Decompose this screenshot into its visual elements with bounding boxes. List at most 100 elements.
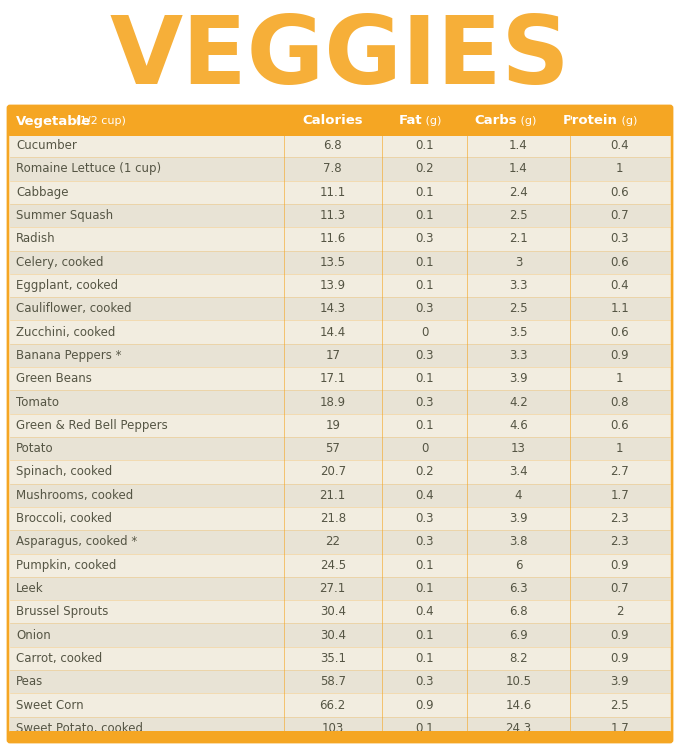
Text: 0.1: 0.1 xyxy=(415,419,434,432)
Text: 0.4: 0.4 xyxy=(415,489,434,502)
Text: 24.3: 24.3 xyxy=(505,722,532,735)
Text: 0.1: 0.1 xyxy=(415,256,434,268)
Text: (1/2 cup): (1/2 cup) xyxy=(72,116,126,126)
Text: 1.7: 1.7 xyxy=(611,722,629,735)
Text: Cauliflower, cooked: Cauliflower, cooked xyxy=(16,302,132,315)
Text: Eggplant, cooked: Eggplant, cooked xyxy=(16,279,118,292)
Text: 3.9: 3.9 xyxy=(509,512,528,525)
Text: 13.5: 13.5 xyxy=(320,256,345,268)
Text: 0.9: 0.9 xyxy=(611,559,629,572)
Text: 0.1: 0.1 xyxy=(415,279,434,292)
Text: 0.1: 0.1 xyxy=(415,582,434,595)
Text: 22: 22 xyxy=(325,536,340,548)
Text: 0.1: 0.1 xyxy=(415,186,434,199)
Text: 0.1: 0.1 xyxy=(415,372,434,386)
Bar xyxy=(10,717,670,740)
Text: 2.1: 2.1 xyxy=(509,232,528,245)
Text: Onion: Onion xyxy=(16,628,51,641)
Bar xyxy=(10,530,670,554)
Text: 1: 1 xyxy=(616,163,624,176)
Bar xyxy=(10,554,670,577)
Text: Cabbage: Cabbage xyxy=(16,186,69,199)
Bar xyxy=(10,297,670,320)
Text: 0.3: 0.3 xyxy=(415,536,434,548)
Text: 0.6: 0.6 xyxy=(611,419,629,432)
Bar xyxy=(10,204,670,227)
Text: Tomato: Tomato xyxy=(16,395,59,409)
Text: VEGGIES: VEGGIES xyxy=(109,12,571,104)
Text: 1.4: 1.4 xyxy=(509,140,528,152)
Text: 4.6: 4.6 xyxy=(509,419,528,432)
Text: Mushrooms, cooked: Mushrooms, cooked xyxy=(16,489,133,502)
Bar xyxy=(10,108,670,134)
Text: (g): (g) xyxy=(618,116,637,126)
Text: 0.8: 0.8 xyxy=(611,395,629,409)
Text: Radish: Radish xyxy=(16,232,56,245)
Text: 0.3: 0.3 xyxy=(611,232,629,245)
Text: 2.3: 2.3 xyxy=(611,536,629,548)
Text: 24.5: 24.5 xyxy=(320,559,346,572)
Text: 0.3: 0.3 xyxy=(415,302,434,315)
Text: Romaine Lettuce (1 cup): Romaine Lettuce (1 cup) xyxy=(16,163,161,176)
Text: 0.2: 0.2 xyxy=(415,466,434,478)
Text: Protein: Protein xyxy=(563,115,618,128)
Bar xyxy=(10,600,670,623)
Text: 2.5: 2.5 xyxy=(509,209,528,222)
Bar xyxy=(10,460,670,484)
Text: 58.7: 58.7 xyxy=(320,675,345,688)
Text: 4: 4 xyxy=(515,489,522,502)
Bar xyxy=(10,134,670,158)
Text: 11.6: 11.6 xyxy=(320,232,346,245)
Text: 2: 2 xyxy=(616,605,624,618)
Text: Green Beans: Green Beans xyxy=(16,372,92,386)
Text: 17: 17 xyxy=(325,349,340,362)
Text: Carbs: Carbs xyxy=(474,115,517,128)
Text: 0.6: 0.6 xyxy=(611,186,629,199)
Text: 14.4: 14.4 xyxy=(320,326,346,338)
Text: Peas: Peas xyxy=(16,675,44,688)
Text: 2.3: 2.3 xyxy=(611,512,629,525)
Text: 3.8: 3.8 xyxy=(509,536,528,548)
Text: 0.1: 0.1 xyxy=(415,722,434,735)
Text: 1.1: 1.1 xyxy=(611,302,629,315)
Bar xyxy=(10,391,670,414)
Text: 0.3: 0.3 xyxy=(415,395,434,409)
Bar xyxy=(10,251,670,274)
Text: 0.7: 0.7 xyxy=(611,209,629,222)
Text: Cucumber: Cucumber xyxy=(16,140,77,152)
Text: Carrot, cooked: Carrot, cooked xyxy=(16,652,102,665)
Text: 2.5: 2.5 xyxy=(509,302,528,315)
Text: 21.8: 21.8 xyxy=(320,512,346,525)
Text: 103: 103 xyxy=(322,722,344,735)
Text: Pumpkin, cooked: Pumpkin, cooked xyxy=(16,559,116,572)
Text: 0.1: 0.1 xyxy=(415,140,434,152)
Text: 0.9: 0.9 xyxy=(611,652,629,665)
Bar xyxy=(10,227,670,251)
Text: 66.2: 66.2 xyxy=(320,698,346,712)
Text: Calories: Calories xyxy=(303,115,363,128)
Text: 3.9: 3.9 xyxy=(509,372,528,386)
Text: 57: 57 xyxy=(325,442,340,455)
Bar xyxy=(10,344,670,367)
Text: 0.3: 0.3 xyxy=(415,675,434,688)
Text: 13: 13 xyxy=(511,442,526,455)
Text: 1.4: 1.4 xyxy=(509,163,528,176)
Text: 0.4: 0.4 xyxy=(611,140,629,152)
Bar xyxy=(10,623,670,646)
Text: 0: 0 xyxy=(421,326,428,338)
Text: 2.4: 2.4 xyxy=(509,186,528,199)
Text: 0.4: 0.4 xyxy=(415,605,434,618)
Text: 6.3: 6.3 xyxy=(509,582,528,595)
Text: Fat: Fat xyxy=(399,115,422,128)
Text: 2.7: 2.7 xyxy=(611,466,629,478)
Text: 0.1: 0.1 xyxy=(415,628,434,641)
Text: 8.2: 8.2 xyxy=(509,652,528,665)
Text: 14.6: 14.6 xyxy=(505,698,532,712)
Text: 3.4: 3.4 xyxy=(509,466,528,478)
Text: Potato: Potato xyxy=(16,442,54,455)
Text: Sweet Potato, cooked: Sweet Potato, cooked xyxy=(16,722,143,735)
Bar xyxy=(10,320,670,344)
Text: 0.9: 0.9 xyxy=(415,698,434,712)
Text: 6.8: 6.8 xyxy=(509,605,528,618)
Bar xyxy=(10,181,670,204)
